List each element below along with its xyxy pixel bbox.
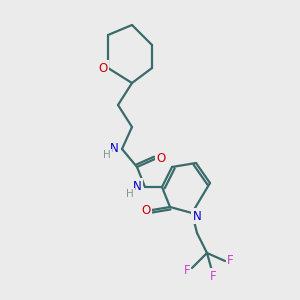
Text: F: F xyxy=(210,269,216,283)
Text: H: H xyxy=(103,150,111,160)
Text: N: N xyxy=(110,142,118,154)
Text: F: F xyxy=(227,254,233,268)
Text: O: O xyxy=(156,152,166,164)
Text: O: O xyxy=(141,203,151,217)
Text: N: N xyxy=(193,209,201,223)
Text: H: H xyxy=(126,189,134,199)
Text: O: O xyxy=(98,61,108,74)
Text: N: N xyxy=(133,179,141,193)
Text: F: F xyxy=(184,263,190,277)
